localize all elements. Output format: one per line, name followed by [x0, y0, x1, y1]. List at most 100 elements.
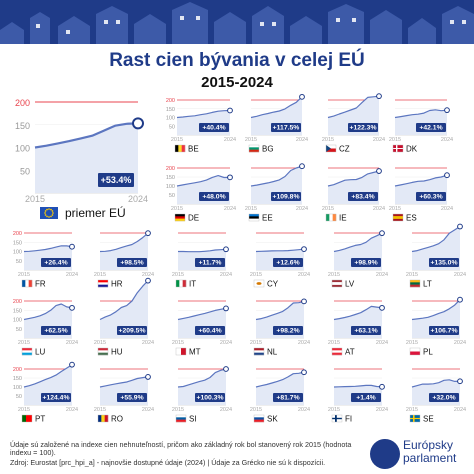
country-code-label: LU — [35, 348, 45, 357]
series-line — [411, 225, 461, 253]
series-line — [255, 300, 305, 321]
change-badge-label: +1.4% — [356, 394, 375, 401]
es-flag-icon-band — [393, 216, 403, 219]
x-tick-label: 2015 — [94, 407, 106, 413]
de-flag-icon-stripe — [175, 216, 185, 219]
lu-flag-icon — [21, 347, 33, 356]
de-flag-icon-stripe — [175, 218, 185, 222]
x-tick-label: 2024 — [454, 407, 466, 413]
country-code-label: PL — [423, 348, 433, 357]
ee-flag-icon — [248, 213, 260, 222]
y-tick-label: 200 — [13, 367, 22, 373]
x-tick-label: 2024 — [128, 194, 148, 204]
series-line — [177, 368, 227, 388]
change-badge — [195, 393, 225, 402]
eu-flag-icon — [40, 207, 58, 219]
series-endpoint — [376, 93, 382, 100]
y-tick-label: 100 — [15, 144, 30, 154]
sk-flag-icon — [253, 414, 265, 423]
chart-cz: 2015 2024 +122.3% CZ — [322, 93, 385, 154]
eu-flag-icon-star — [51, 214, 54, 216]
hu-flag-icon-stripe — [98, 348, 108, 351]
chart-lv: 2015 2024 +98.9% LV — [328, 230, 388, 289]
x-tick-label: 2024 — [220, 272, 232, 278]
x-tick-label: 2015 — [389, 206, 401, 212]
x-tick-label: 2015 — [250, 407, 262, 413]
x-tick-label: 2024 — [142, 272, 154, 278]
hr-flag-icon-stripe — [98, 284, 108, 288]
bg-flag-icon-border — [248, 144, 260, 153]
bg-flag-icon-stripe — [249, 145, 259, 148]
chart-si: 2015 2024 +100.3% SI — [172, 366, 232, 424]
series-line — [23, 245, 73, 253]
es-flag-icon-border — [392, 213, 404, 222]
change-badge — [195, 258, 225, 267]
cz-flag-icon-border — [325, 144, 337, 153]
it-flag-icon-stripe — [176, 280, 180, 287]
dk-flag-icon-cross — [393, 148, 403, 149]
cz-flag-icon-stripe — [326, 145, 336, 149]
country-code-label: ES — [406, 214, 417, 223]
country-code-label: EE — [262, 214, 273, 223]
chart-de: 50 100 150 200 2015 2024 +48.0% DE — [166, 166, 236, 223]
cy-flag-icon-island — [256, 282, 262, 285]
chart-ie: 2015 2024 +83.4% IE — [322, 167, 385, 223]
mt-flag-icon-stripe — [176, 348, 181, 355]
change-badge-label: +81.7% — [276, 394, 299, 401]
x-tick-label: 2015 — [328, 407, 340, 413]
chart-hr: 2015 2024 +98.5% HR — [94, 230, 154, 289]
eu-flag-icon-star — [51, 210, 54, 212]
chart-fr: 50 100 150 200 2015 2024 +26.4% FR — [13, 231, 78, 289]
series-endpoint — [223, 305, 229, 312]
lu-flag-icon-stripe — [22, 350, 32, 353]
ro-flag-icon-stripe — [98, 415, 102, 422]
eu-flag-icon-star — [44, 210, 47, 212]
se-flag-icon-border — [409, 414, 421, 423]
country-code-label: RO — [111, 415, 123, 424]
hu-flag-icon-stripe — [98, 350, 108, 353]
change-badge — [199, 123, 229, 132]
be-flag-icon — [174, 144, 186, 153]
change-badge — [195, 326, 225, 335]
country-code-label: FR — [35, 280, 46, 289]
hu-flag-icon-stripe — [98, 352, 108, 356]
x-tick-label: 2024 — [373, 206, 385, 212]
x-tick-label: 2015 — [328, 340, 340, 346]
y-tick-label: 100 — [13, 385, 22, 391]
x-tick-label: 2015 — [245, 137, 257, 143]
country-code-label: CZ — [339, 145, 350, 154]
x-tick-label: 2015 — [172, 407, 184, 413]
series-line — [333, 232, 383, 253]
country-code-label: HR — [111, 280, 123, 289]
y-tick-label: 50 — [169, 124, 175, 130]
country-code-label: IE — [339, 214, 347, 223]
lu-flag-icon-stripe — [22, 352, 32, 356]
lt-flag-icon-stripe — [410, 284, 420, 288]
y-tick-label: 150 — [13, 376, 22, 382]
series-endpoint — [145, 230, 151, 237]
y-tick-label: 200 — [166, 98, 175, 104]
series-line — [333, 305, 383, 321]
change-badge — [429, 258, 459, 267]
de-flag-icon-stripe — [175, 214, 185, 217]
y-tick-label: 50 — [16, 327, 22, 333]
y-tick-label: 100 — [166, 184, 175, 190]
x-tick-label: 2015 — [172, 272, 184, 278]
x-tick-label: 2015 — [245, 206, 257, 212]
change-badge-label: +83.4% — [351, 193, 374, 200]
si-flag-icon-border — [175, 414, 187, 423]
change-badge — [41, 326, 71, 335]
hu-flag-icon-border — [97, 347, 109, 356]
x-tick-label: 2015 — [406, 272, 418, 278]
chart-hu: 2015 2024 +209.5% HU — [94, 277, 154, 357]
it-flag-icon — [175, 279, 187, 288]
european-parliament-logo: Európsky parlament — [370, 435, 470, 473]
change-badge — [117, 393, 147, 402]
ep-logo-text: Európsky parlament — [403, 438, 457, 465]
y-tick-label: 100 — [13, 318, 22, 324]
x-tick-label: 2024 — [376, 407, 388, 413]
change-badge-label: +100.3% — [196, 394, 223, 401]
change-badge-label: +60.3% — [419, 193, 442, 200]
y-tick-label: 200 — [13, 231, 22, 237]
